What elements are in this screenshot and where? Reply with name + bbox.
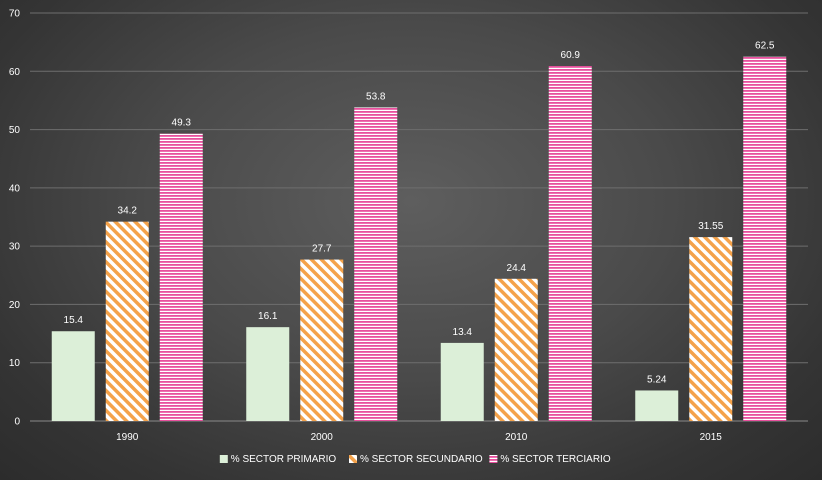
legend: % SECTOR PRIMARIO % SECTOR SECUNDARIO % SE…	[219, 454, 611, 465]
y-axis: 0 10 20 30 40 50 60 70	[9, 9, 21, 428]
y-tick-label: 50	[9, 125, 21, 136]
legend-label: % SECTOR SECUNDARIO	[360, 454, 483, 465]
data-label: 62.5	[755, 41, 775, 52]
legend-label: % SECTOR PRIMARIO	[231, 454, 337, 465]
y-tick-label: 60	[9, 67, 21, 78]
data-label: 60.9	[561, 50, 581, 61]
data-label: 5.24	[647, 374, 667, 385]
bar	[494, 278, 538, 421]
data-label: 13.4	[453, 327, 473, 338]
data-labels: 15.4 34.2 49.3 16.1 27.7 53.8 13.4 24.4 60.9 5.24…	[64, 41, 775, 386]
data-label: 15.4	[64, 315, 84, 326]
bar	[105, 221, 149, 421]
y-tick-label: 20	[9, 300, 21, 311]
y-tick-label: 40	[9, 183, 21, 194]
bar	[246, 327, 290, 421]
y-tick-label: 0	[14, 417, 20, 428]
bars	[51, 56, 787, 422]
data-label: 34.2	[118, 206, 138, 217]
bar	[440, 342, 484, 421]
data-label: 49.3	[172, 118, 192, 129]
legend-label: % SECTOR TERCIARIO	[500, 454, 610, 465]
bar	[635, 390, 679, 421]
legend-swatch	[349, 455, 357, 463]
y-tick-label: 30	[9, 242, 21, 253]
x-tick-label: 2010	[505, 432, 528, 443]
bar	[300, 259, 344, 421]
bar	[689, 237, 733, 421]
data-label: 16.1	[258, 311, 278, 322]
grid-lines	[30, 12, 808, 422]
bar	[548, 66, 592, 421]
bar	[51, 331, 95, 421]
y-tick-label: 10	[9, 358, 21, 369]
bar	[159, 133, 203, 421]
data-label: 24.4	[507, 263, 527, 274]
bar	[354, 107, 398, 422]
y-tick-label: 70	[9, 9, 21, 20]
legend-swatch	[489, 455, 498, 463]
x-axis: 1990 2000 2010 2015	[116, 432, 722, 443]
legend-swatch	[219, 455, 228, 463]
bar	[743, 56, 787, 421]
data-label: 31.55	[698, 221, 723, 232]
x-tick-label: 1990	[116, 432, 139, 443]
data-label: 53.8	[366, 91, 386, 102]
x-tick-label: 2000	[311, 432, 334, 443]
x-tick-label: 2015	[700, 432, 723, 443]
data-label: 27.7	[312, 244, 332, 255]
